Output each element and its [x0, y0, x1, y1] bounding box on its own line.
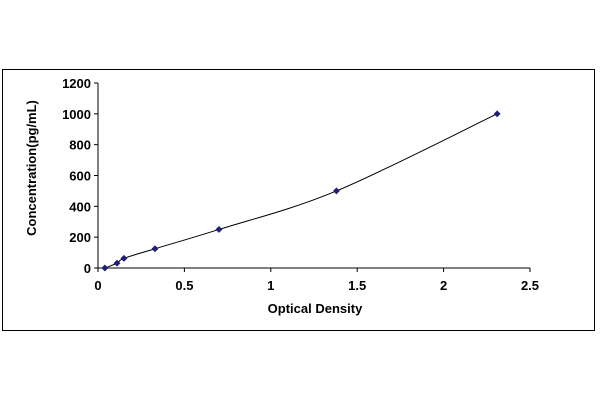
- x-tick-label: 0: [94, 278, 101, 293]
- data-point: [332, 187, 341, 195]
- x-tick-label: 0.5: [175, 278, 193, 293]
- points-layer: [101, 110, 501, 272]
- y-tick-label: 1200: [62, 76, 91, 91]
- data-point: [120, 254, 128, 262]
- chart-axes: [97, 83, 530, 269]
- data-point: [493, 110, 501, 118]
- y-tick-label: 1000: [62, 107, 91, 122]
- y-tick-label: 200: [69, 230, 91, 245]
- x-axis-title: Optical Density: [268, 301, 363, 316]
- data-point: [215, 225, 223, 234]
- chart-ticks: 0 200 400 600 800 1000 1200 0 0.5 1 1.5 2 2.5: [62, 76, 539, 293]
- x-tick-label: 2.5: [521, 278, 539, 293]
- y-tick-label: 400: [69, 199, 91, 214]
- y-tick-label: 0: [84, 261, 91, 276]
- y-axis-title: Concentration(pg/mL): [24, 100, 39, 236]
- data-point: [113, 259, 121, 267]
- trendline-layer: [104, 113, 498, 269]
- x-tick-label: 2: [440, 278, 447, 293]
- x-tick-label: 1: [267, 278, 274, 293]
- y-tick-label: 600: [69, 169, 91, 184]
- y-tick-label: 800: [69, 138, 91, 153]
- trendline: [104, 113, 498, 269]
- data-point: [101, 264, 109, 272]
- x-tick-label: 1.5: [348, 278, 366, 293]
- data-point: [151, 245, 159, 253]
